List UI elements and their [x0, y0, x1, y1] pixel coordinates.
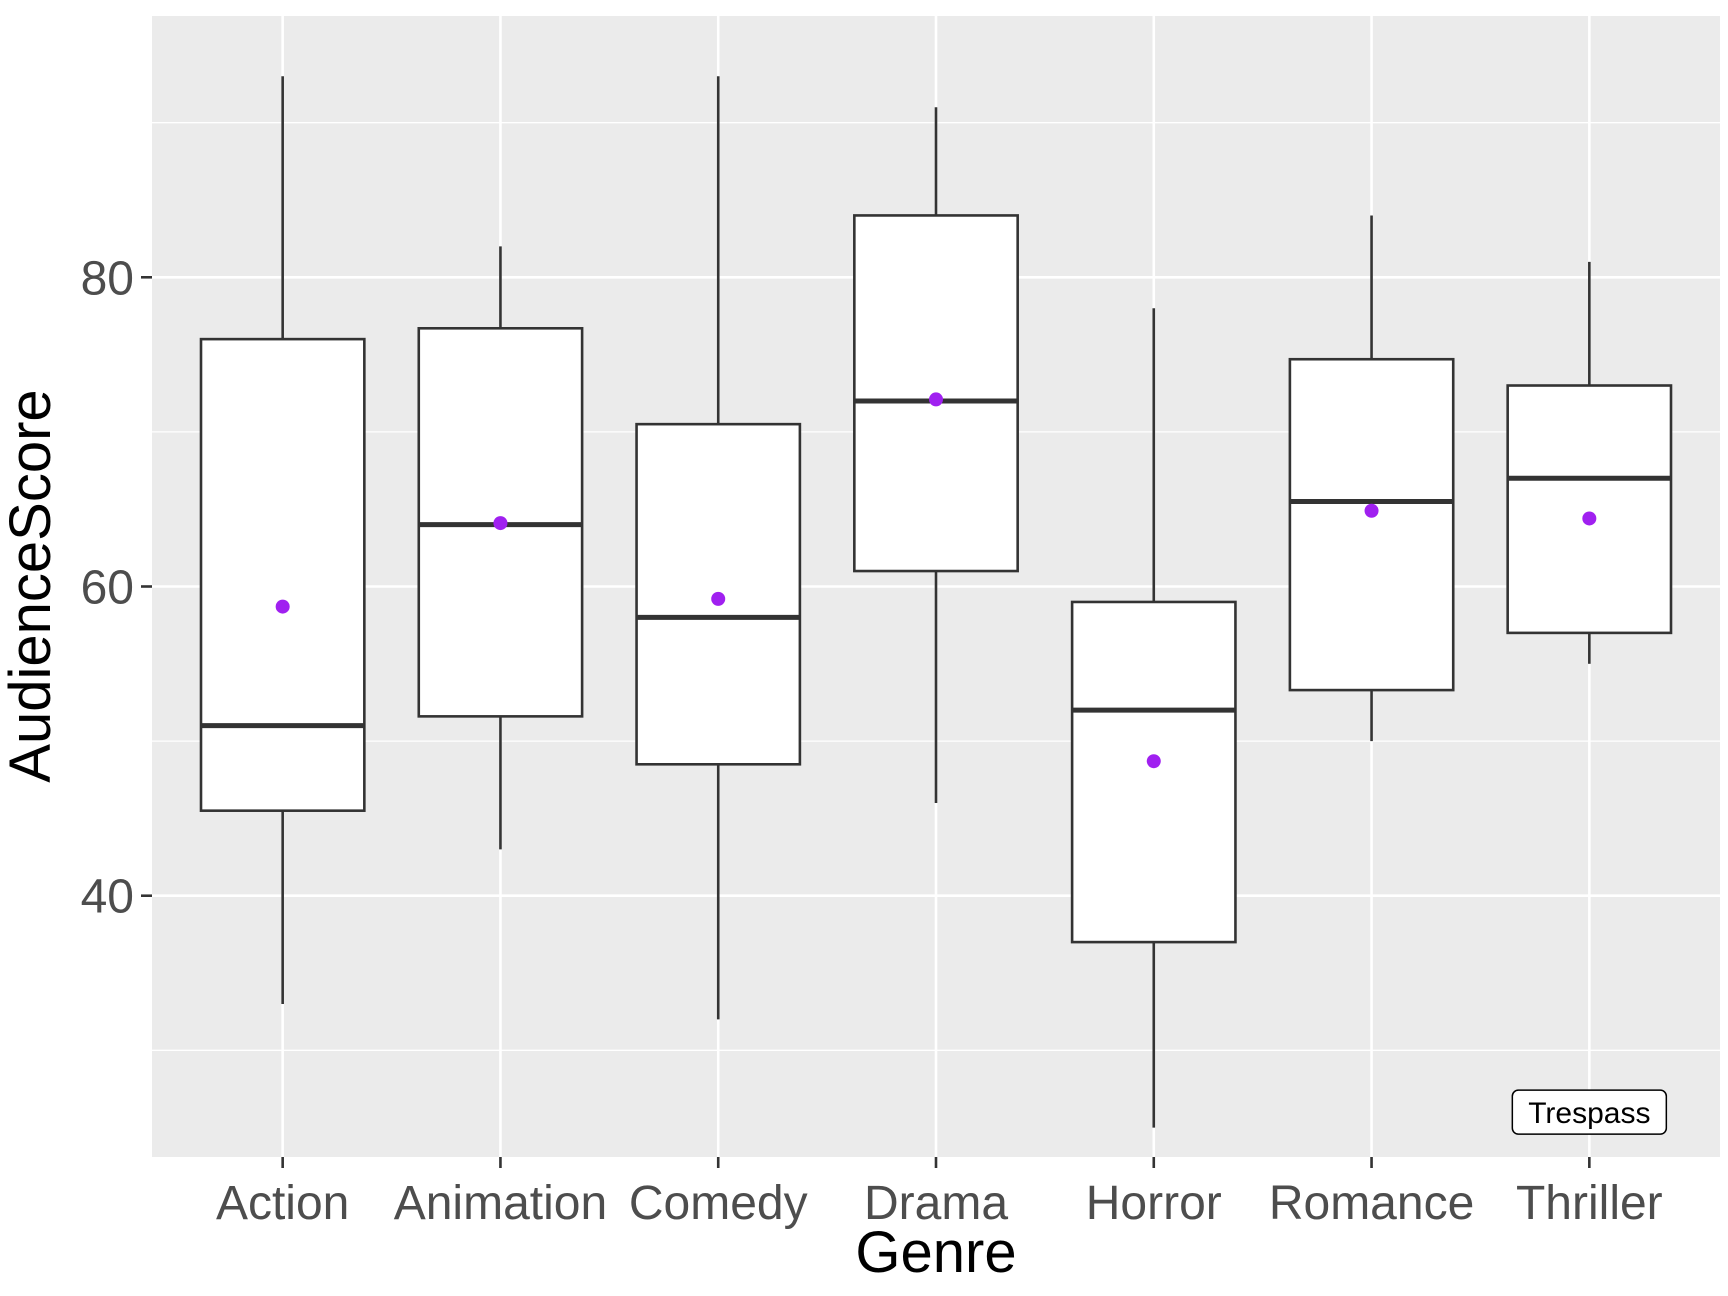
annotation-text: Trespass [1528, 1097, 1650, 1130]
mean-point [1364, 503, 1379, 518]
box-comedy [635, 76, 802, 1020]
boxes [199, 76, 1673, 1128]
box-action [199, 76, 366, 1004]
mean-point [1146, 754, 1161, 769]
x-tick-label: Comedy [629, 1177, 808, 1230]
box-iqr [1070, 600, 1237, 944]
box-animation [417, 246, 584, 850]
x-tick-label: Romance [1269, 1177, 1474, 1230]
mean-point [493, 516, 508, 531]
y-tick-label: 40 [81, 871, 134, 924]
mean-point [275, 599, 290, 614]
mean-point [711, 591, 726, 606]
box-thriller [1506, 261, 1673, 664]
box-iqr [635, 422, 802, 766]
box-iqr [1506, 384, 1673, 635]
box-horror [1070, 308, 1237, 1128]
mean-point [1582, 511, 1597, 526]
y-axis-title: AudienceScore [0, 389, 63, 782]
box-romance [1288, 215, 1455, 742]
x-tick-label: Horror [1086, 1177, 1222, 1230]
x-tick-label: Drama [864, 1177, 1008, 1230]
annotation-box [1511, 1089, 1668, 1135]
x-tick-label: Thriller [1516, 1177, 1663, 1230]
x-axis-title: Genre [855, 1220, 1016, 1285]
box-iqr [1288, 357, 1455, 692]
x-tick-label: Action [216, 1177, 349, 1230]
box-drama [853, 107, 1019, 803]
y-tick-label: 80 [81, 252, 134, 305]
axes: 40 60 80 Action Animation Comedy Drama Horror Ro… [81, 252, 1663, 1230]
box-iqr [199, 337, 366, 812]
y-tick-label: 60 [81, 562, 134, 615]
x-tick-label: Animation [394, 1177, 607, 1230]
annotations: Trespass [1511, 1089, 1668, 1135]
mean-point [929, 392, 943, 407]
annotation-label: Trespass [1511, 1089, 1668, 1135]
